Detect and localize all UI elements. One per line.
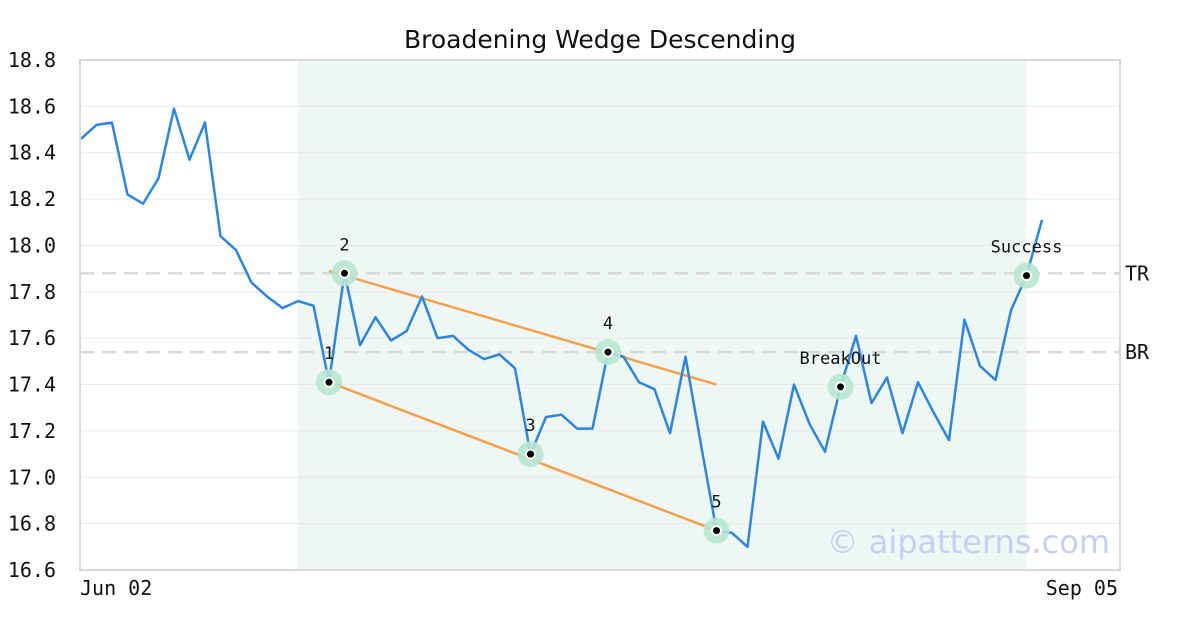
pattern-point-dot xyxy=(604,348,612,356)
pattern-points: 1 2 3 4 5 BreakOut Success xyxy=(316,235,1063,544)
pattern-point-dot xyxy=(325,378,333,386)
chart-title: Broadening Wedge Descending xyxy=(404,25,796,54)
y-tick-label: 17.6 xyxy=(8,326,56,350)
y-axis: 16.6 16.8 17.0 17.2 17.4 17.6 17.8 18.0 18.2 18.4… xyxy=(8,48,56,582)
y-tick-label: 17.4 xyxy=(8,373,56,397)
price-series xyxy=(80,107,1044,549)
y-tick-label: 16.8 xyxy=(8,512,56,536)
plot-frame xyxy=(79,59,1121,571)
pattern-point-label: 1 xyxy=(324,344,334,364)
pattern-point-label: 4 xyxy=(603,314,613,334)
y-tick-label: 18.6 xyxy=(8,94,56,118)
pattern-point-label: Success xyxy=(991,238,1063,258)
price-line xyxy=(80,107,1044,549)
x-tick-label-end: Sep 05 xyxy=(1046,576,1118,600)
y-tick-label: 16.6 xyxy=(8,558,56,582)
pattern-point-dot xyxy=(527,450,534,458)
pattern-point-label: BreakOut xyxy=(800,349,882,369)
y-tick-label: 18.0 xyxy=(8,233,56,257)
pattern-point-label: 5 xyxy=(711,493,721,513)
trend-line xyxy=(328,269,717,386)
reference-label: TR xyxy=(1125,261,1150,285)
y-tick-label: 17.2 xyxy=(8,419,56,443)
reference-label: BR xyxy=(1125,340,1150,364)
pattern-point-dot xyxy=(713,527,720,535)
pattern-point-dot xyxy=(837,383,844,391)
y-tick-label: 17.8 xyxy=(8,280,56,304)
x-axis: Jun 02 Sep 05 xyxy=(80,576,1118,600)
watermark: © aipatterns.com xyxy=(827,523,1110,561)
highlight-band xyxy=(298,60,1027,570)
y-tick-label: 18.4 xyxy=(8,141,56,165)
pattern-highlight xyxy=(298,60,1027,570)
x-tick-label-start: Jun 02 xyxy=(80,576,152,600)
pattern-point-label: 3 xyxy=(525,416,535,436)
pattern-point-dot xyxy=(1023,272,1030,280)
y-tick-label: 18.2 xyxy=(8,187,56,211)
y-tick-label: 18.8 xyxy=(8,48,56,72)
pattern-point-dot xyxy=(341,269,348,277)
pattern-point-label: 2 xyxy=(339,235,349,255)
y-tick-label: 17.0 xyxy=(8,465,56,489)
